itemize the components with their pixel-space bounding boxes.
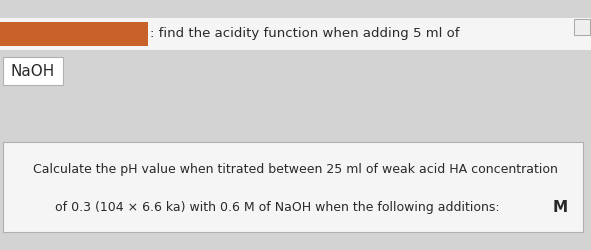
FancyBboxPatch shape <box>3 142 583 232</box>
FancyBboxPatch shape <box>574 19 590 35</box>
FancyBboxPatch shape <box>0 22 148 46</box>
Text: Calculate the pH value when titrated between 25 ml of weak acid HA concentration: Calculate the pH value when titrated bet… <box>33 164 558 176</box>
Text: M: M <box>553 200 568 214</box>
FancyBboxPatch shape <box>0 18 591 50</box>
FancyBboxPatch shape <box>3 57 63 85</box>
Text: of 0.3 (104 × 6.6 ka) with 0.6 M of NaOH when the following additions:: of 0.3 (104 × 6.6 ka) with 0.6 M of NaOH… <box>55 200 508 213</box>
Text: : find the acidity function when adding 5 ml of: : find the acidity function when adding … <box>150 28 459 40</box>
Text: NaOH: NaOH <box>10 64 54 78</box>
